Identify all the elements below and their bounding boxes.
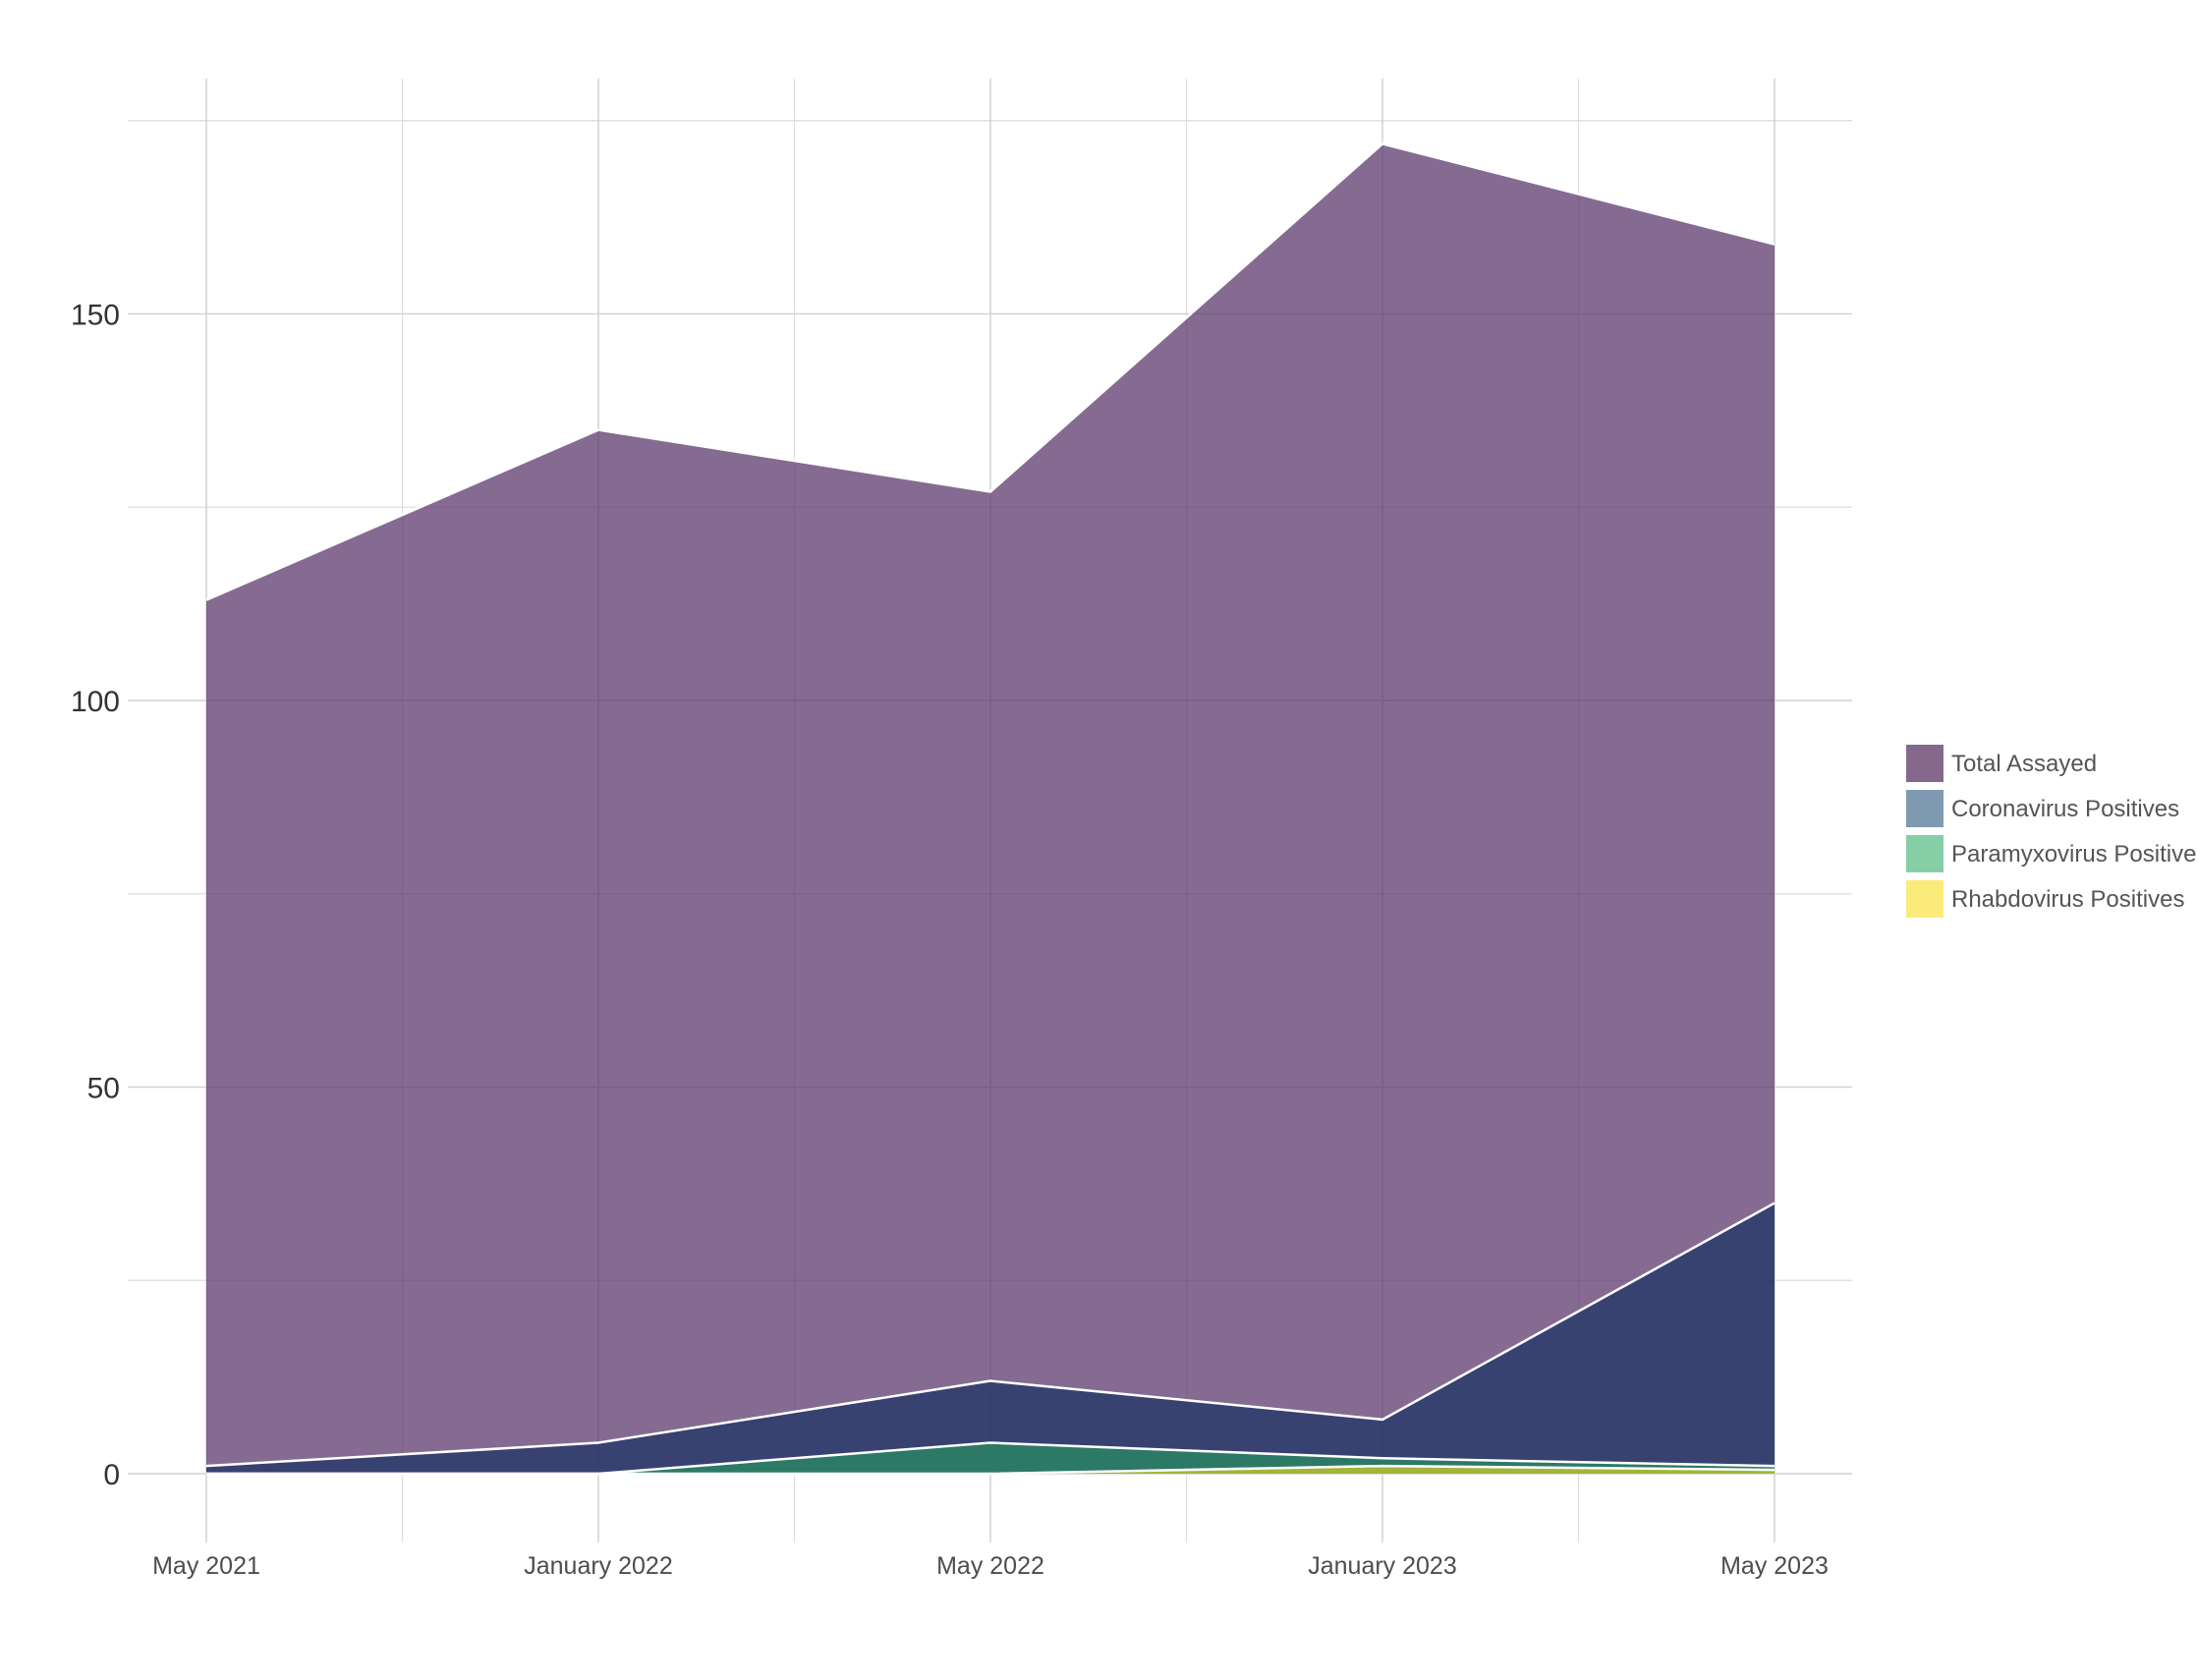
legend-label: Paramyxovirus Positives xyxy=(1951,841,2197,868)
x-axis-ticks: May 2021 January 2022 May 2022 January 2023… xyxy=(152,1552,1829,1580)
x-tick-label: January 2023 xyxy=(1308,1552,1457,1580)
x-tick-label: May 2022 xyxy=(936,1552,1044,1580)
total-assayed-line xyxy=(205,141,1775,601)
x-tick-label: May 2023 xyxy=(1720,1552,1829,1580)
x-tick-label: January 2022 xyxy=(524,1552,673,1580)
total-assayed-area xyxy=(206,143,1774,1475)
y-tick-label: 50 xyxy=(87,1073,120,1105)
rhabdovirus-positives-line xyxy=(206,1464,1775,1476)
legend-swatch xyxy=(1906,790,1944,827)
y-tick-label: 0 xyxy=(103,1459,120,1491)
coronavirus-positives-line xyxy=(205,1202,1775,1468)
legend: Total Assayed Coronavirus Positives Paramy… xyxy=(1906,745,2197,918)
area-series xyxy=(205,141,1775,1476)
y-tick-label: 100 xyxy=(71,686,120,718)
legend-swatch xyxy=(1906,880,1944,918)
y-axis-ticks: 0 50 100 150 xyxy=(71,300,120,1492)
legend-label: Coronavirus Positives xyxy=(1951,796,2179,822)
coronavirus-positives-area xyxy=(206,1203,1774,1474)
legend-swatch xyxy=(1906,745,1944,782)
legend-label: Total Assayed xyxy=(1951,751,2097,777)
legend-label: Rhabdovirus Positives xyxy=(1951,886,2184,913)
y-tick-label: 150 xyxy=(71,300,120,332)
rhabdovirus-positives-area xyxy=(206,1466,1774,1474)
legend-swatch xyxy=(1906,835,1944,872)
x-tick-label: May 2021 xyxy=(152,1552,260,1580)
